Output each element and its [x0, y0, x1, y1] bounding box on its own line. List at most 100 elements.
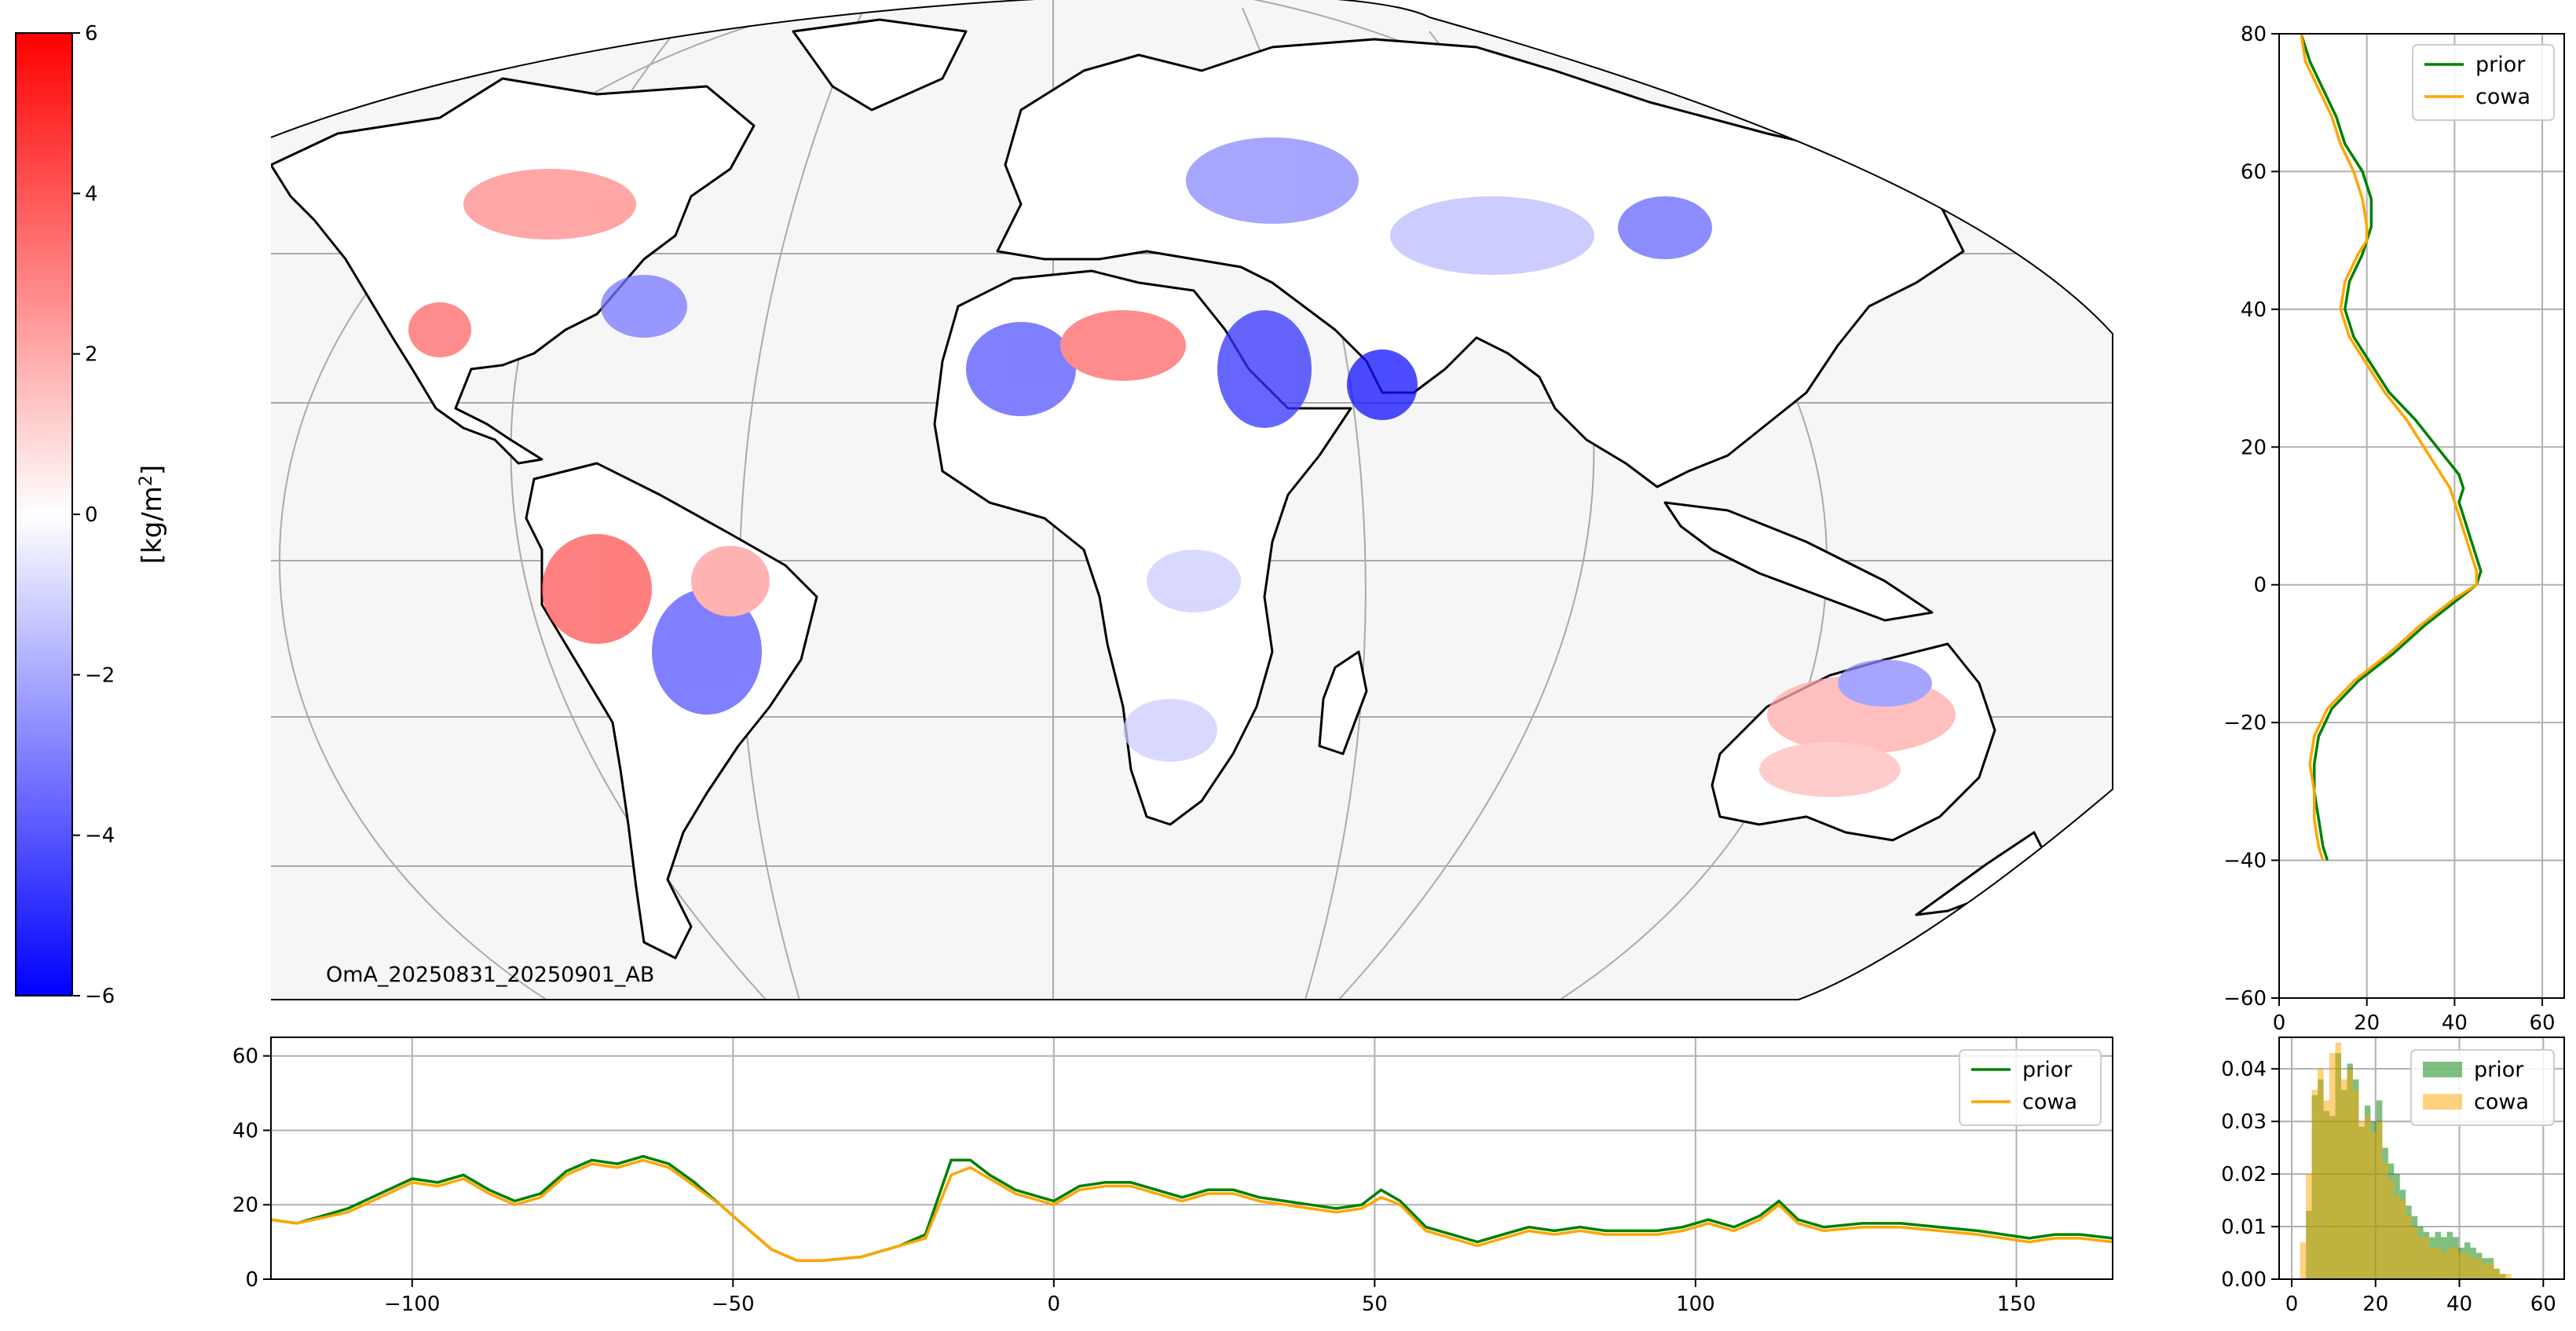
colorbar-tick-label: −4	[85, 825, 115, 848]
meridional-x-ticks: 0 20 40 60	[2273, 998, 2556, 1035]
anomaly-field	[408, 137, 1956, 797]
histogram-bars	[2300, 1042, 2512, 1279]
zonal-x-ticks: −100 −50 0 50 100 150	[384, 1279, 2036, 1316]
histogram-bar-cowa	[2335, 1042, 2342, 1279]
zonal-prior-line	[271, 1154, 2113, 1263]
histogram-bar-cowa	[2311, 1089, 2318, 1279]
histogram-panel: 0 20 40 60 0.00 0.01 0.02 0.03 0.04 prior cowa	[2221, 1037, 2565, 1316]
x-tick-label: −50	[712, 1293, 755, 1316]
meridional-mean-panel: 0 20 40 60 −60 −40 −20 0 20 40 60 80 prior cowa	[2223, 23, 2565, 1035]
meridional-cowa-line	[2300, 34, 2479, 861]
histogram-bar-cowa	[2399, 1200, 2406, 1279]
histogram-bar-cowa	[2364, 1116, 2371, 1279]
y-tick-label: 0	[2253, 574, 2267, 598]
histogram-bar-cowa	[2505, 1274, 2512, 1279]
colorbar: 6 4 2 0 −2 −4 −6 [kg/m2]	[15, 22, 168, 1008]
histogram-bar-cowa	[2417, 1237, 2424, 1279]
histogram-bar-cowa	[2441, 1252, 2447, 1279]
north-america	[271, 77, 756, 465]
y-tick-label: 40	[2241, 298, 2267, 322]
histogram-bar-cowa	[2388, 1179, 2395, 1279]
y-tick-label: 0	[245, 1268, 258, 1292]
x-tick-label: −100	[384, 1293, 440, 1316]
zonal-legend-cowa-label: cowa	[2022, 1090, 2077, 1114]
colorbar-tick-label: −2	[85, 664, 115, 687]
y-tick-label: 80	[2241, 23, 2267, 46]
histogram-bar-cowa	[2423, 1237, 2430, 1279]
x-tick-label: 100	[1676, 1293, 1715, 1316]
histogram-legend: prior cowa	[2410, 1049, 2555, 1126]
x-tick-label: 20	[2354, 1011, 2380, 1035]
histogram-bar-cowa	[2382, 1163, 2388, 1279]
histogram-bar-cowa	[2494, 1268, 2500, 1279]
meridional-legend: prior cowa	[2412, 44, 2555, 121]
zonal-axes-frame	[270, 1037, 2113, 1280]
x-tick-label: 60	[2530, 1293, 2556, 1316]
histogram-bar-cowa	[2458, 1252, 2464, 1279]
histogram-bar-cowa	[2429, 1247, 2435, 1279]
x-tick-label: 50	[1362, 1293, 1388, 1316]
histogram-x-ticks: 0 20 40 60	[2285, 1279, 2556, 1316]
meridional-legend-prior-label: prior	[2475, 53, 2526, 77]
meridional-axes-frame	[2278, 33, 2565, 999]
colorbar-label: [kg/m2]	[137, 465, 168, 564]
colorbar-ticks: 6 4 2 0 −2 −4 −6	[72, 22, 115, 1008]
zonal-y-ticks: 0 20 40 60	[232, 1045, 271, 1292]
histogram-bar-cowa	[2358, 1121, 2365, 1279]
histogram-bar-cowa	[2347, 1069, 2353, 1279]
histogram-bar-cowa	[2300, 1242, 2307, 1279]
colorbar-tick-label: −6	[85, 985, 115, 1008]
histogram-bar-cowa	[2482, 1263, 2488, 1279]
x-tick-label: 40	[2442, 1011, 2468, 1035]
histogram-bar-cowa	[2411, 1227, 2418, 1279]
colorbar-tick-label: 0	[85, 503, 98, 527]
histogram-bar-cowa	[2318, 1069, 2324, 1279]
x-tick-label: 20	[2362, 1293, 2388, 1316]
histogram-bar-cowa	[2376, 1121, 2383, 1279]
histogram-bar-cowa	[2323, 1100, 2330, 1279]
colorbar-tick-label: 4	[85, 182, 98, 206]
southeast-asia-islands	[1663, 501, 1934, 622]
zonal-legend-prior-label: prior	[2022, 1058, 2073, 1082]
zonal-grid	[271, 1037, 2113, 1280]
y-tick-label: 0.02	[2221, 1163, 2267, 1187]
colorbar-tick-label: 2	[85, 343, 98, 367]
zonal-cowa-line	[271, 1158, 2113, 1263]
y-tick-label: −60	[2223, 987, 2267, 1011]
y-tick-label: 40	[232, 1119, 258, 1143]
histogram-bar-cowa	[2406, 1216, 2412, 1279]
histogram-y-ticks: 0.00 0.01 0.02 0.03 0.04	[2221, 1058, 2279, 1292]
histogram-bar-cowa	[2435, 1247, 2442, 1279]
x-tick-label: 0	[1048, 1293, 1061, 1316]
histogram-legend-cowa-label: cowa	[2474, 1090, 2529, 1114]
y-tick-label: 0.01	[2221, 1216, 2267, 1239]
histogram-legend-prior-label: prior	[2474, 1058, 2524, 1082]
meridional-y-ticks: −60 −40 −20 0 20 40 60 80	[2223, 23, 2279, 1011]
y-tick-label: 20	[232, 1194, 258, 1217]
colorbar-tick-label: 6	[85, 22, 98, 46]
y-tick-label: 0.00	[2221, 1268, 2267, 1292]
y-tick-label: −20	[2223, 711, 2267, 735]
histogram-legend-prior-swatch	[2423, 1062, 2462, 1077]
meridional-legend-cowa-label: cowa	[2475, 85, 2530, 109]
meridional-prior-line	[2300, 34, 2483, 861]
colorbar-gradient	[15, 32, 73, 996]
map-panel: OmA_20250831_20250901_AB	[270, 0, 2113, 1000]
x-tick-label: 150	[1997, 1293, 2036, 1316]
zonal-mean-panel: −100 −50 0 50 100 150 0 20 40 60 prior cowa	[232, 1037, 2113, 1316]
greenland	[792, 18, 968, 112]
map-outline	[270, 0, 2113, 1000]
histogram-bar-cowa	[2446, 1247, 2453, 1279]
y-tick-label: −40	[2223, 850, 2267, 873]
histogram-bar-cowa	[2352, 1089, 2359, 1279]
map-annotation: OmA_20250831_20250901_AB	[326, 963, 654, 987]
histogram-bar-cowa	[2370, 1132, 2377, 1279]
x-tick-label: 0	[2285, 1293, 2299, 1316]
x-tick-label: 60	[2530, 1011, 2556, 1035]
histogram-bar-cowa	[2487, 1263, 2494, 1279]
y-tick-label: 60	[232, 1045, 258, 1069]
histogram-bar-cowa	[2306, 1174, 2312, 1279]
zonal-legend: prior cowa	[1959, 1049, 2102, 1126]
histogram-bar-cowa	[2341, 1079, 2347, 1279]
